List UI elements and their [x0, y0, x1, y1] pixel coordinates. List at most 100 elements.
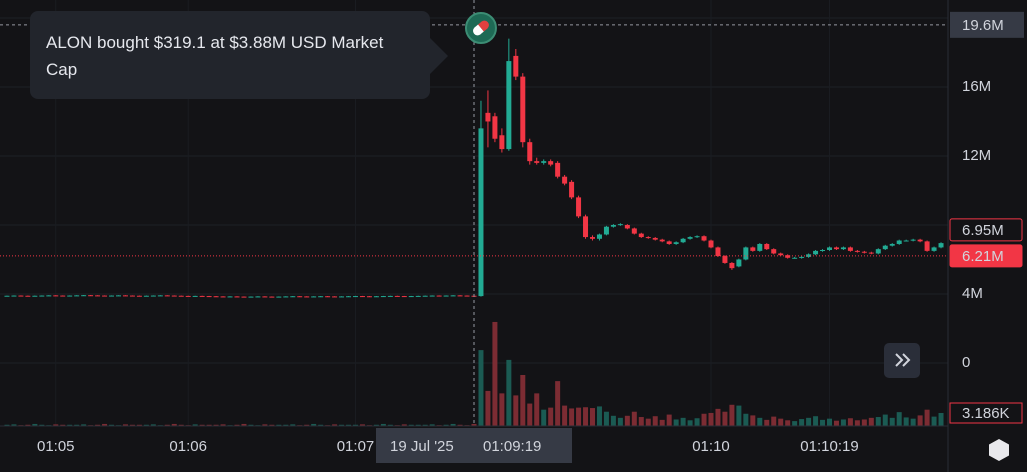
candle-body — [88, 295, 94, 297]
candle-body — [903, 240, 909, 242]
volume-bar — [171, 423, 177, 426]
candle-body — [241, 296, 247, 298]
volume-bar — [387, 424, 393, 426]
candle-body — [889, 243, 895, 246]
candle-body — [220, 296, 226, 298]
trade-marker[interactable] — [430, 12, 497, 74]
candle-body — [11, 295, 17, 297]
candle-body — [722, 256, 728, 263]
volume-bar — [576, 407, 582, 426]
y-tick-label: 12M — [962, 147, 991, 164]
volume-bar — [499, 393, 505, 426]
x-tick-label: 01:10:19 — [800, 438, 858, 455]
volume-bar — [889, 417, 895, 426]
volume-bar — [806, 417, 812, 426]
y-tick-label: 0 — [962, 354, 970, 371]
candle-body — [603, 226, 609, 235]
volume-bar — [548, 407, 554, 426]
candle-body — [833, 247, 839, 250]
candle-body — [931, 247, 937, 251]
candle-body — [443, 295, 449, 297]
y-tick-label: 4M — [962, 285, 983, 302]
candle-body — [596, 234, 602, 239]
volume-bar — [290, 424, 296, 426]
candle-body — [757, 243, 763, 251]
volume-bar — [743, 413, 749, 426]
volume-bar — [353, 424, 358, 426]
volume-bar — [645, 418, 651, 426]
candle-body — [938, 243, 944, 248]
candle-body — [318, 296, 324, 298]
candle-body — [53, 295, 59, 297]
volume-bar — [596, 406, 602, 426]
candle-body — [415, 295, 421, 297]
volume-bar — [311, 423, 317, 426]
volume-bar — [617, 417, 623, 426]
candle-body — [652, 237, 658, 240]
volume-bar — [102, 423, 108, 426]
candle-body — [624, 224, 630, 229]
volume-bar — [840, 419, 846, 426]
candle-body — [18, 295, 24, 297]
candle-body — [283, 296, 289, 298]
volume-bar — [150, 424, 156, 426]
volume-bar — [555, 381, 561, 426]
volume-bar — [903, 417, 909, 426]
volume-bar — [541, 409, 547, 426]
logo-hexagon[interactable] — [989, 439, 1009, 461]
candle-body — [478, 128, 484, 297]
candle-body — [450, 295, 456, 297]
scroll-button[interactable] — [884, 343, 920, 378]
candle-body — [380, 296, 386, 298]
candle-body — [569, 181, 575, 198]
candle-body — [32, 295, 38, 297]
candle-body — [631, 228, 637, 234]
volume-bar — [666, 414, 672, 426]
candle-body — [116, 295, 121, 297]
crosshair-time-box — [376, 428, 572, 463]
volume-bar — [520, 375, 526, 426]
candle-body — [4, 295, 10, 297]
volume-bar — [276, 424, 282, 426]
volume-bar — [53, 424, 59, 426]
candle-body — [339, 296, 345, 298]
volume-bar — [513, 395, 519, 426]
candle-body — [659, 239, 665, 242]
volume-bar — [924, 409, 930, 426]
candle-body — [820, 250, 826, 252]
candle-body — [394, 295, 400, 297]
volume-bar — [269, 424, 275, 426]
volume-bar — [708, 412, 714, 426]
volume-bar — [799, 419, 805, 426]
volume-bar — [527, 403, 533, 426]
volume-bar — [652, 416, 658, 426]
volume-marker-label: 3.186K — [962, 405, 1010, 422]
volume-bar — [868, 417, 874, 426]
candle-body — [715, 247, 721, 257]
candle-body — [743, 247, 749, 260]
candle-body — [806, 254, 812, 257]
volume-bar — [896, 412, 902, 426]
candle-body — [464, 295, 470, 297]
volume-bar — [792, 421, 798, 426]
volume-bar — [81, 424, 87, 426]
volume-bar — [122, 424, 128, 426]
volume-bar — [143, 424, 149, 426]
tooltip-pointer — [430, 38, 448, 74]
candle-body — [422, 295, 428, 297]
volume-bar — [471, 423, 477, 426]
candle-body — [157, 295, 163, 297]
volume-bar — [332, 424, 338, 426]
candle-body — [262, 296, 268, 298]
volume-bar — [234, 424, 240, 426]
candle-body — [764, 243, 770, 250]
candle-body — [513, 55, 519, 77]
candle-body — [673, 242, 679, 244]
volume-bar — [750, 415, 756, 426]
candle-body — [325, 296, 331, 298]
candle-body — [67, 295, 73, 297]
volume-bar — [4, 424, 10, 426]
candle-body — [750, 247, 756, 251]
volume-bar — [569, 408, 575, 426]
